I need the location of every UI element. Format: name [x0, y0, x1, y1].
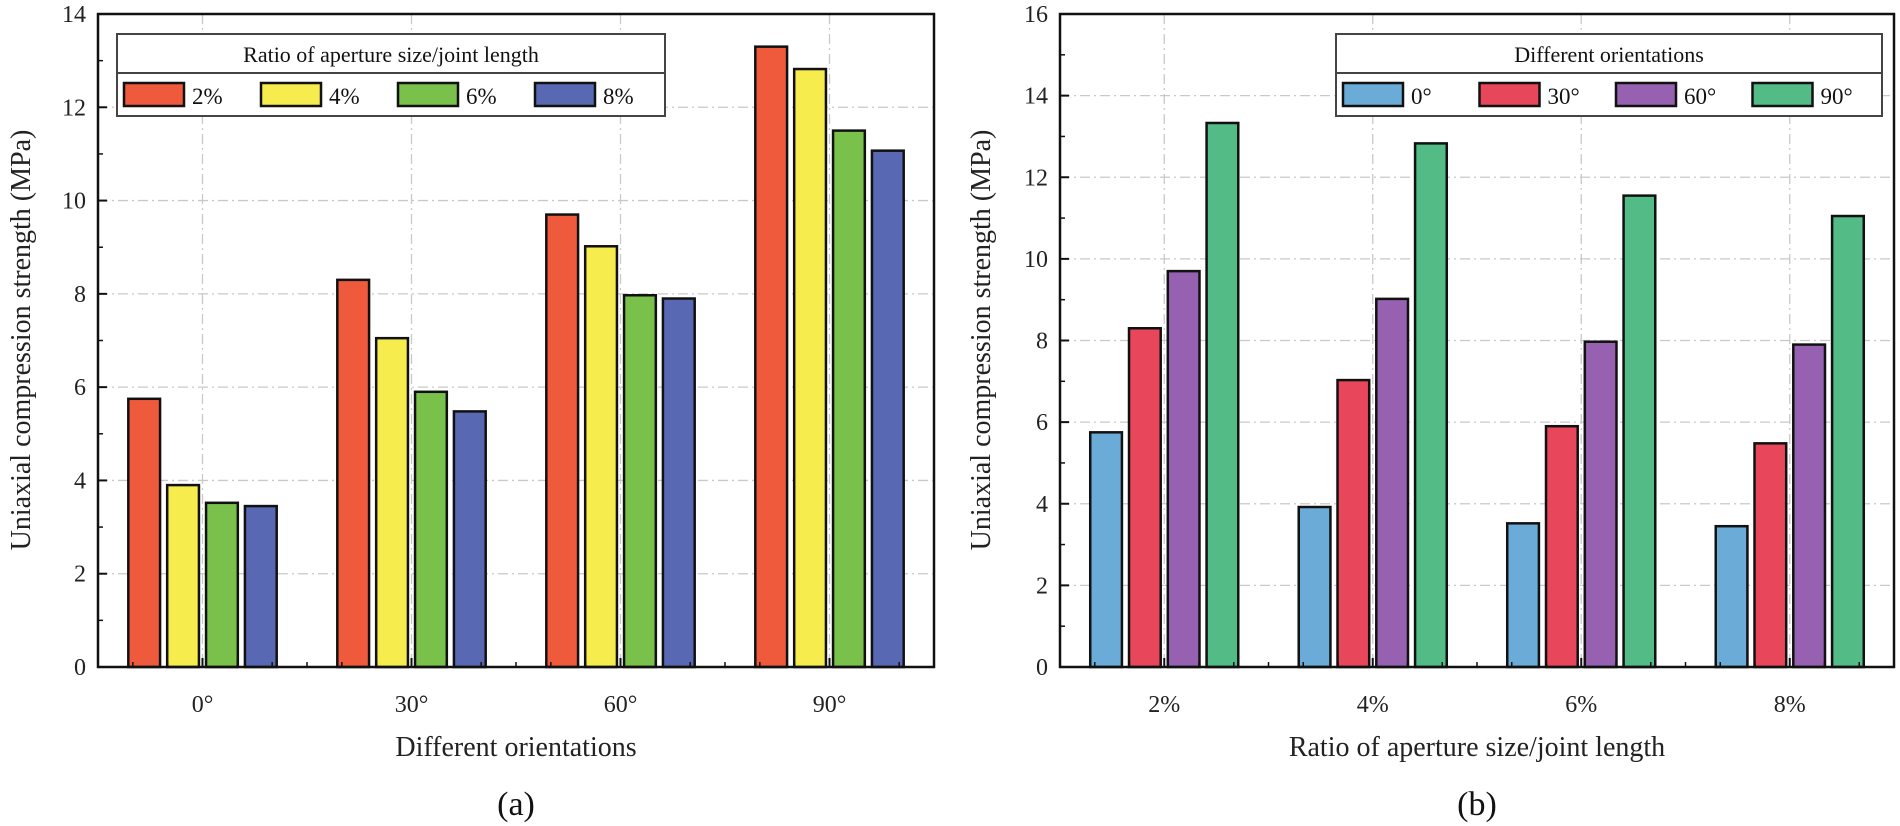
legend-items-b: 0° 30° 60° 90° — [1341, 81, 1853, 109]
bar-b-1-0 — [1297, 505, 1332, 669]
legend-label: 30° — [1548, 84, 1580, 109]
bar-b-2-0 — [1505, 522, 1541, 669]
legend-swatch — [1614, 81, 1678, 108]
y-tick-label: 14 — [62, 2, 86, 28]
x-ticks-b: 2% 4% 6% 8% — [1094, 658, 1860, 718]
panel-label-b: (b) — [1457, 786, 1497, 823]
legend-label: 4% — [329, 84, 360, 109]
x-axis-title-a: Different orientations — [395, 732, 636, 763]
bar-b-2-3 — [1622, 194, 1657, 669]
legend-swatch — [122, 81, 186, 108]
bar-b-3-2 — [1792, 343, 1827, 669]
y-tick-label: 6 — [1036, 410, 1048, 436]
bar-b-2-2 — [1583, 340, 1618, 669]
bar-a-0-2 — [204, 501, 240, 669]
bar-b-0-3 — [1205, 121, 1240, 669]
x-tick-label: 0° — [192, 692, 214, 718]
y-tick-label: 6 — [74, 375, 86, 401]
bar-b-0-0 — [1088, 431, 1124, 669]
panel-label-a: (a) — [497, 786, 535, 823]
y-tick-label: 8 — [1036, 329, 1048, 355]
legend-label: 90° — [1821, 84, 1853, 109]
x-tick-label: 90° — [813, 692, 847, 718]
x-tick-label: 30° — [395, 692, 429, 718]
y-tick-label: 4 — [74, 468, 86, 494]
legend-label: 8% — [603, 84, 634, 109]
legend-label: 2% — [192, 84, 223, 109]
bar-a-1-0 — [336, 278, 371, 669]
bar-b-3-0 — [1714, 524, 1749, 669]
y-tick-label: 14 — [1024, 84, 1048, 110]
x-tick-label: 4% — [1357, 692, 1389, 718]
bar-b-1-1 — [1336, 378, 1371, 669]
legend-title-a: Ratio of aperture size/joint length — [243, 42, 539, 67]
bar-a-2-1 — [583, 245, 619, 669]
bar-a-3-3 — [870, 149, 905, 669]
legend-title-b: Different orientations — [1514, 42, 1704, 67]
y-tick-label: 8 — [74, 282, 86, 308]
y-tick-label: 0 — [1036, 655, 1048, 681]
bar-a-0-1 — [165, 483, 201, 669]
bar-b-2-1 — [1544, 424, 1579, 669]
legend-swatch — [1478, 81, 1541, 108]
bar-b-1-3 — [1413, 142, 1449, 669]
chart-panel-a: 0 2 4 6 8 10 12 14 0° 30° 60° 90° Uniaxial compres… — [6, 2, 936, 823]
y-ticks-b: 0 2 4 6 8 10 12 14 16 — [1024, 2, 1069, 681]
x-axis-title-b: Ratio of aperture size/joint length — [1289, 732, 1665, 763]
x-tick-label: 6% — [1565, 692, 1597, 718]
legend-label: 6% — [466, 84, 497, 109]
grid-a — [98, 14, 934, 667]
y-tick-label: 2 — [74, 562, 86, 588]
y-axis-title-a: Uniaxial compression strength (MPa) — [6, 130, 37, 551]
bar-a-1-3 — [452, 410, 487, 669]
legend-a: Ratio of aperture size/joint length 2% 4%… — [116, 33, 666, 117]
legend-label: 60° — [1684, 84, 1716, 109]
chart-panel-b: 0 2 4 6 8 10 12 14 16 2% 4% 6% 8% Uniaxial compress… — [966, 2, 1896, 823]
bars-b — [1088, 121, 1866, 669]
legend-swatch — [533, 81, 597, 108]
y-axis-title-b: Uniaxial compression strength (MPa) — [966, 130, 997, 551]
legend-items-a: 2% 4% 6% 8% — [122, 81, 634, 109]
bar-b-3-1 — [1753, 442, 1788, 669]
legend-swatch — [1751, 81, 1814, 108]
y-tick-label: 4 — [1036, 492, 1048, 518]
bar-a-3-2 — [831, 129, 867, 669]
legend-label: 0° — [1411, 84, 1432, 109]
bar-b-0-1 — [1127, 327, 1162, 669]
y-tick-label: 2 — [1036, 573, 1048, 599]
bar-a-2-2 — [622, 294, 658, 669]
y-tick-label: 16 — [1024, 2, 1048, 28]
bar-b-1-2 — [1375, 297, 1410, 669]
bar-a-2-3 — [661, 297, 696, 669]
legend-swatch — [259, 81, 323, 108]
bar-b-3-3 — [1830, 214, 1866, 669]
y-tick-label: 12 — [1024, 165, 1048, 191]
y-ticks-a: 0 2 4 6 8 10 12 14 — [62, 2, 107, 681]
bar-a-3-0 — [754, 45, 789, 669]
bar-a-0-0 — [127, 397, 162, 669]
legend-b: Different orientations 0° 30° 60° 90° — [1335, 33, 1883, 117]
y-tick-label: 0 — [74, 655, 86, 681]
bar-a-1-2 — [413, 390, 449, 669]
bars-a — [127, 45, 905, 669]
x-tick-label: 8% — [1774, 692, 1806, 718]
legend-swatch — [396, 81, 460, 108]
x-ticks-a: 0° 30° 60° 90° — [132, 658, 900, 718]
y-tick-label: 12 — [62, 95, 86, 121]
x-tick-label: 2% — [1148, 692, 1180, 718]
bar-a-3-1 — [792, 67, 828, 669]
bar-a-1-1 — [374, 336, 410, 669]
bar-a-0-3 — [243, 504, 278, 669]
y-tick-label: 10 — [1024, 247, 1048, 273]
legend-swatch — [1341, 81, 1405, 108]
bar-b-0-2 — [1166, 269, 1201, 669]
x-tick-label: 60° — [604, 692, 638, 718]
bar-a-2-0 — [545, 213, 580, 669]
y-tick-label: 10 — [62, 189, 86, 215]
